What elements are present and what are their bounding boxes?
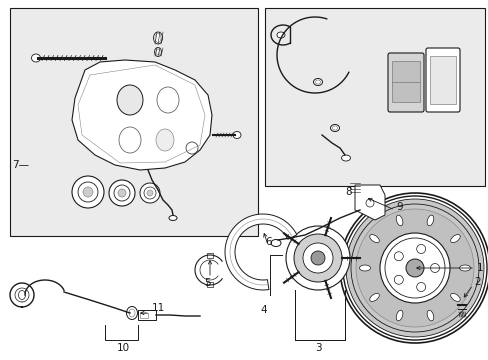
Polygon shape [72, 60, 212, 170]
Ellipse shape [232, 131, 241, 139]
Circle shape [285, 226, 349, 290]
Circle shape [379, 233, 449, 303]
Circle shape [293, 234, 341, 282]
Bar [264, 8, 484, 186]
Circle shape [405, 259, 423, 277]
Ellipse shape [450, 235, 459, 243]
Ellipse shape [153, 32, 162, 44]
Circle shape [384, 238, 444, 298]
Text: 6: 6 [264, 237, 271, 247]
Circle shape [114, 185, 130, 201]
Circle shape [393, 275, 403, 284]
Ellipse shape [315, 80, 320, 84]
Circle shape [78, 182, 98, 202]
Text: 2: 2 [473, 277, 480, 287]
Ellipse shape [154, 48, 161, 57]
Text: 4: 4 [260, 305, 266, 315]
Ellipse shape [156, 49, 160, 55]
Ellipse shape [332, 126, 337, 130]
Ellipse shape [129, 309, 135, 317]
Ellipse shape [359, 265, 370, 271]
Circle shape [72, 176, 104, 208]
FancyBboxPatch shape [387, 53, 423, 112]
Ellipse shape [369, 235, 379, 243]
Bar [429, 56, 455, 104]
Ellipse shape [426, 310, 433, 321]
Ellipse shape [369, 293, 379, 301]
Ellipse shape [395, 310, 402, 321]
Bar [138, 310, 156, 320]
Circle shape [350, 204, 478, 332]
Bar [206, 253, 213, 258]
Ellipse shape [31, 54, 41, 62]
Circle shape [355, 209, 473, 327]
Ellipse shape [341, 155, 350, 161]
Circle shape [109, 180, 135, 206]
Circle shape [140, 183, 160, 203]
Text: 10: 10 [117, 343, 130, 353]
Ellipse shape [270, 239, 281, 247]
Ellipse shape [330, 125, 339, 131]
Ellipse shape [117, 85, 142, 115]
Ellipse shape [313, 78, 322, 86]
Circle shape [83, 187, 93, 197]
Ellipse shape [155, 33, 161, 42]
Bar [10, 8, 258, 236]
Circle shape [416, 283, 425, 292]
Bar [391, 61, 419, 102]
Circle shape [416, 244, 425, 253]
Text: 1: 1 [476, 263, 483, 273]
Ellipse shape [119, 127, 141, 153]
FancyBboxPatch shape [425, 48, 459, 112]
Ellipse shape [276, 32, 285, 38]
Text: 11: 11 [152, 303, 165, 313]
Circle shape [303, 243, 332, 273]
Ellipse shape [450, 293, 459, 301]
Ellipse shape [157, 87, 179, 113]
Ellipse shape [156, 129, 174, 151]
Text: 3: 3 [314, 343, 321, 353]
Ellipse shape [169, 216, 177, 220]
Ellipse shape [459, 265, 469, 271]
Circle shape [393, 252, 403, 261]
Bar [206, 282, 213, 287]
Text: 8: 8 [345, 187, 351, 197]
Text: 7—: 7— [12, 160, 29, 170]
Ellipse shape [126, 306, 137, 320]
Text: 9: 9 [395, 202, 402, 212]
Ellipse shape [19, 291, 25, 300]
Circle shape [429, 264, 439, 273]
Ellipse shape [395, 215, 402, 226]
Circle shape [118, 189, 126, 197]
Circle shape [310, 251, 325, 265]
Bar [140, 313, 148, 318]
Circle shape [147, 190, 153, 196]
Circle shape [346, 199, 483, 337]
Circle shape [365, 199, 373, 207]
Circle shape [185, 142, 198, 154]
Ellipse shape [426, 215, 433, 226]
Circle shape [143, 187, 156, 199]
Circle shape [342, 196, 486, 340]
Polygon shape [224, 214, 296, 290]
Polygon shape [354, 185, 384, 220]
Text: 5: 5 [203, 278, 210, 288]
